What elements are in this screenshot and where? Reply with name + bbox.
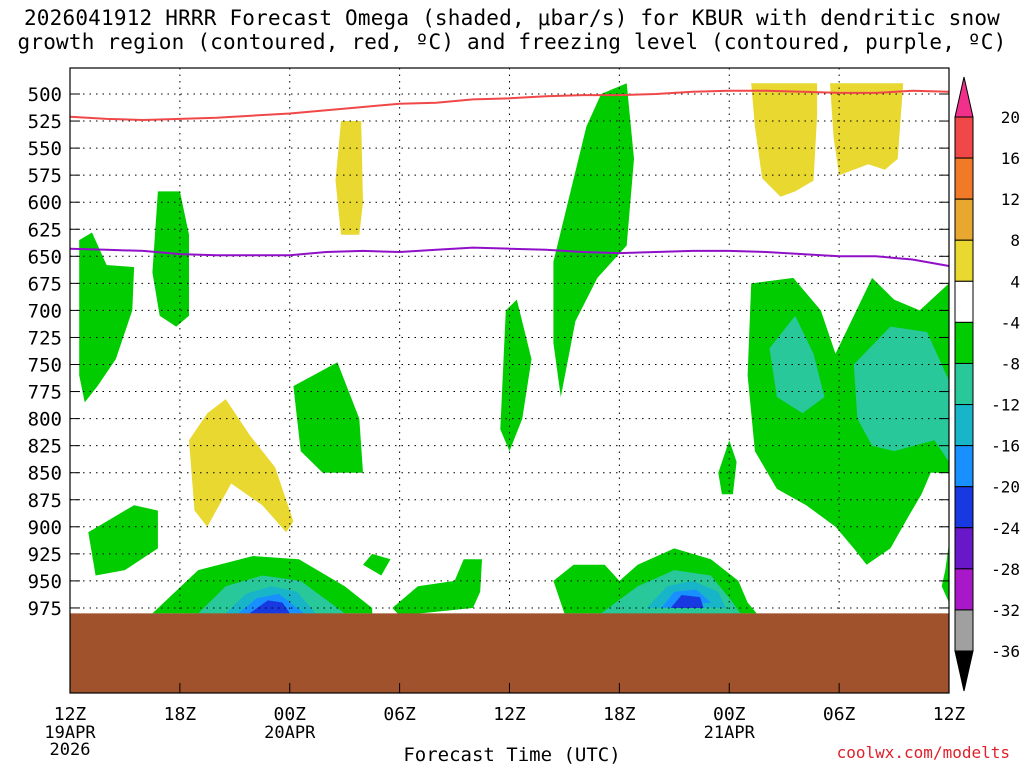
contour-label-bg-1: [0, 0, 18, 13]
y-tick-label-700: 700: [28, 300, 62, 322]
colorbar-box-1: [954, 116, 974, 159]
x-tick-label-4: 12Z: [493, 704, 526, 725]
omega-region-green-5: [500, 299, 532, 452]
x-tick-sublabel-0-0: 19APR: [44, 723, 96, 743]
contour-label-1: 0: [0, 0, 4, 4]
x-tick-label-2: 00Z: [273, 704, 306, 725]
x-tick-label-5: 18Z: [603, 704, 636, 725]
credit-text: coolwx.com/modelts: [836, 743, 1010, 762]
y-tick-label-500: 500: [28, 84, 62, 106]
y-tick-label-975: 975: [28, 598, 62, 620]
colorbar-box-2: [954, 157, 974, 200]
contour-line-0: [69, 89, 950, 122]
y-tick-label-950: 950: [28, 571, 62, 593]
y-tick-label-900: 900: [28, 517, 62, 539]
colorbar-box-5: [954, 280, 974, 323]
shaded-regions: [79, 83, 949, 616]
y-axis: 500 525 550 575 600 625 650 675 700 725 750 775 800 8…: [28, 84, 949, 620]
chart-title: 2026041912 HRRR Forecast Omega (shaded, …: [0, 6, 1024, 54]
colorbar-label-3: 8: [1010, 231, 1020, 250]
y-tick-label-875: 875: [28, 490, 62, 512]
y-tick-label-725: 725: [28, 327, 62, 349]
colorbar: 20 16 12 8 4 -4 -8 -12 -16 -20 -24 -28 -32 -36: [954, 76, 1020, 692]
omega-region-dark-blue-17: [249, 600, 290, 614]
omega-region-yellow-2: [335, 121, 363, 235]
colorbar-label-13: -36: [991, 642, 1020, 661]
colorbar-label-5: -4: [1001, 313, 1020, 332]
y-tick-label-775: 775: [28, 382, 62, 404]
omega-region-green-1: [152, 191, 189, 327]
colorbar-label-7: -12: [991, 396, 1020, 415]
colorbar-box-3: [954, 198, 974, 241]
y-tick-label-650: 650: [28, 246, 62, 268]
colorbar-box-10: [954, 486, 974, 529]
colorbar-label-1: 16: [1001, 149, 1020, 168]
colorbar-box-8: [954, 404, 974, 447]
y-tick-label-850: 850: [28, 463, 62, 485]
x-axis-label: Forecast Time (UTC): [403, 744, 621, 766]
colorbar-label-9: -20: [991, 478, 1020, 497]
title-line-1: 2026041912 HRRR Forecast Omega (shaded, …: [23, 6, 1001, 30]
x-tick-sublabel-0-1: 2026: [50, 740, 91, 760]
x-tick-sublabel-2-0: 20APR: [264, 723, 316, 743]
colorbar-label-4: 4: [1010, 272, 1020, 291]
colorbar-box-4: [954, 239, 974, 282]
contour-line-1: [69, 246, 950, 267]
y-tick-label-925: 925: [28, 544, 62, 566]
y-tick-label-625: 625: [28, 219, 62, 241]
colorbar-label-2: 12: [1001, 190, 1020, 209]
ground-surface: [70, 613, 949, 693]
x-tick-label-1: 18Z: [164, 704, 197, 725]
y-tick-label-800: 800: [28, 409, 62, 431]
y-tick-label-600: 600: [28, 192, 62, 214]
omega-region-yellow-8: [830, 83, 904, 176]
colorbar-label-0: 20: [1001, 108, 1020, 127]
colorbar-box-13: [954, 609, 974, 652]
omega-region-green-25: [718, 440, 737, 495]
colorbar-label-8: -16: [991, 437, 1020, 456]
y-tick-label-575: 575: [28, 165, 62, 187]
colorbar-label-10: -24: [991, 519, 1020, 538]
colorbar-box-7: [954, 362, 974, 406]
omega-region-teal-11: [853, 326, 949, 462]
y-tick-label-525: 525: [28, 111, 62, 133]
colorbar-arrow-top: [954, 76, 974, 118]
y-tick-label-825: 825: [28, 436, 62, 458]
colorbar-label-12: -32: [991, 601, 1020, 620]
x-tick-label-7: 06Z: [823, 704, 856, 725]
colorbar-arrow-bottom: [954, 650, 974, 692]
omega-region-green-26: [941, 543, 949, 603]
x-tick-label-8: 12Z: [933, 704, 966, 725]
x-tick-label-6: 00Z: [713, 704, 746, 725]
colorbar-box-12: [954, 568, 974, 611]
y-tick-label-750: 750: [28, 355, 62, 377]
title-line-2: growth region (contoured, red, ºC) and f…: [17, 30, 1007, 54]
colorbar-box-6: [954, 321, 974, 364]
x-tick-label-3: 06Z: [383, 704, 416, 725]
omega-region-green-19: [392, 559, 482, 616]
colorbar-box-9: [954, 445, 974, 488]
contour-lines: 120: [0, 0, 950, 267]
omega-region-yellow-3: [189, 399, 294, 533]
omega-region-green-12: [88, 505, 158, 576]
colorbar-label-11: -28: [991, 560, 1020, 579]
omega-region-green-18: [363, 553, 391, 576]
colorbar-label-6: -8: [1001, 354, 1020, 373]
y-tick-label-675: 675: [28, 273, 62, 295]
y-tick-label-550: 550: [28, 138, 62, 160]
omega-region-yellow-7: [751, 83, 818, 197]
omega-region-dark-blue-24: [670, 595, 704, 608]
x-tick-label-0: 12Z: [54, 704, 87, 725]
omega-region-green-4: [293, 362, 363, 473]
omega-region-teal-10: [769, 315, 825, 414]
colorbar-box-11: [954, 527, 974, 570]
omega-region-green-6: [553, 83, 634, 397]
omega-region-green-0: [79, 232, 135, 403]
x-tick-sublabel-6-0: 21APR: [704, 723, 756, 743]
